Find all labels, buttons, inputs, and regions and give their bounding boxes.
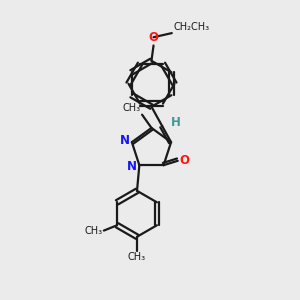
- Text: CH₂CH₃: CH₂CH₃: [173, 22, 209, 32]
- Text: CH₃: CH₃: [123, 103, 141, 113]
- Text: CH₃: CH₃: [128, 252, 146, 262]
- Text: H: H: [171, 116, 181, 129]
- Text: N: N: [119, 134, 130, 148]
- Text: O: O: [179, 154, 190, 167]
- Text: CH₃: CH₃: [85, 226, 103, 236]
- Text: N: N: [127, 160, 137, 173]
- Text: O: O: [148, 31, 158, 44]
